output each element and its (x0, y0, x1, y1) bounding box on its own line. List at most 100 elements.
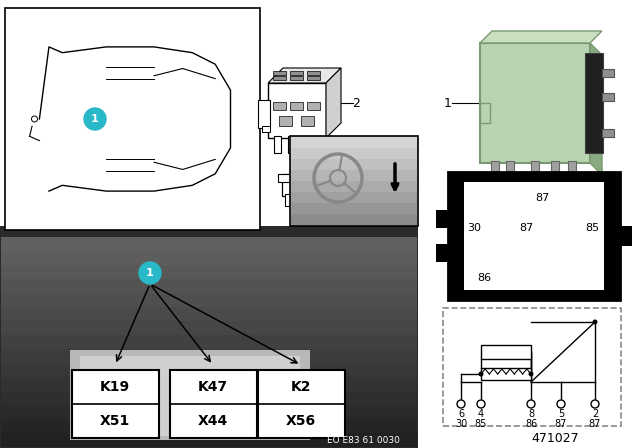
Text: 1: 1 (444, 96, 452, 109)
Bar (290, 102, 303, 110)
Bar (506, 161, 514, 188)
Bar (481, 368, 531, 380)
Text: K47: K47 (198, 380, 228, 394)
Bar (291, 214, 417, 225)
Bar (285, 194, 293, 206)
Bar (258, 370, 345, 438)
Bar (1, 349, 417, 363)
Polygon shape (590, 43, 602, 175)
Bar (1, 237, 417, 251)
Text: 30: 30 (455, 419, 467, 429)
Bar (291, 137, 417, 148)
Text: 30: 30 (467, 223, 481, 233)
Bar (302, 136, 309, 153)
Bar (273, 71, 286, 75)
Circle shape (84, 108, 106, 130)
Bar (290, 76, 303, 80)
Bar (170, 370, 257, 438)
Text: 86: 86 (525, 419, 537, 429)
Bar (290, 71, 303, 75)
Bar (1, 307, 417, 321)
Bar (1, 419, 417, 433)
Bar (480, 43, 590, 163)
Text: K2: K2 (291, 380, 311, 394)
Polygon shape (326, 68, 341, 138)
Bar (273, 102, 286, 110)
Text: 87: 87 (519, 223, 533, 233)
Text: 3: 3 (352, 178, 360, 191)
Bar (436, 210, 450, 228)
Bar (531, 161, 539, 188)
Bar (316, 136, 323, 153)
Bar (278, 174, 300, 182)
Bar (1, 251, 417, 265)
Circle shape (529, 371, 534, 376)
Text: 5: 5 (558, 409, 564, 419)
Circle shape (591, 400, 599, 408)
Bar (602, 93, 614, 101)
Circle shape (527, 400, 535, 408)
Bar (5, 8, 260, 230)
Bar (1, 335, 417, 349)
Text: X56: X56 (286, 414, 316, 428)
Bar (1, 405, 417, 419)
Text: 8: 8 (528, 409, 534, 419)
Bar (291, 170, 417, 181)
Bar (464, 182, 604, 290)
Bar (80, 356, 300, 436)
Bar (443, 308, 621, 426)
Bar (1, 363, 417, 377)
Bar (307, 102, 320, 110)
Bar (480, 103, 490, 123)
Bar (282, 174, 296, 196)
Bar (602, 69, 614, 77)
Bar (568, 161, 576, 188)
Bar (1, 321, 417, 335)
Bar (291, 203, 417, 214)
Bar (618, 226, 632, 246)
Text: 86: 86 (477, 273, 491, 283)
Circle shape (139, 262, 161, 284)
Text: 4: 4 (478, 409, 484, 419)
Bar (273, 76, 286, 80)
Bar (290, 136, 418, 226)
Bar (1, 391, 417, 405)
Circle shape (479, 371, 483, 376)
Bar (1, 265, 417, 279)
Bar (1, 433, 417, 447)
Circle shape (593, 319, 598, 324)
Text: 1: 1 (146, 268, 154, 278)
Circle shape (457, 400, 465, 408)
Bar (268, 83, 326, 138)
Bar (274, 136, 281, 153)
Bar (491, 161, 499, 188)
Circle shape (557, 400, 565, 408)
Text: 1: 1 (91, 114, 99, 124)
Text: X44: X44 (198, 414, 228, 428)
Text: 85: 85 (585, 223, 599, 233)
Bar (70, 350, 310, 440)
Bar (481, 345, 531, 359)
Polygon shape (480, 31, 602, 43)
Bar (307, 76, 320, 80)
Text: 85: 85 (475, 419, 487, 429)
Bar (291, 148, 417, 159)
Text: 87: 87 (589, 419, 601, 429)
Text: EO E83 61 0030: EO E83 61 0030 (326, 435, 399, 444)
Text: K19: K19 (100, 380, 130, 394)
Bar (258, 100, 270, 128)
Bar (301, 116, 314, 126)
Polygon shape (268, 68, 341, 83)
Bar (1, 293, 417, 307)
Bar (288, 136, 295, 153)
Text: 2: 2 (592, 409, 598, 419)
Bar (307, 71, 320, 75)
Text: X51: X51 (100, 414, 130, 428)
Bar (1, 279, 417, 293)
Bar (0, 226, 418, 448)
Bar (279, 116, 292, 126)
Text: 87: 87 (535, 193, 549, 203)
Bar (436, 244, 450, 262)
Bar (1, 377, 417, 391)
Bar (262, 126, 270, 132)
